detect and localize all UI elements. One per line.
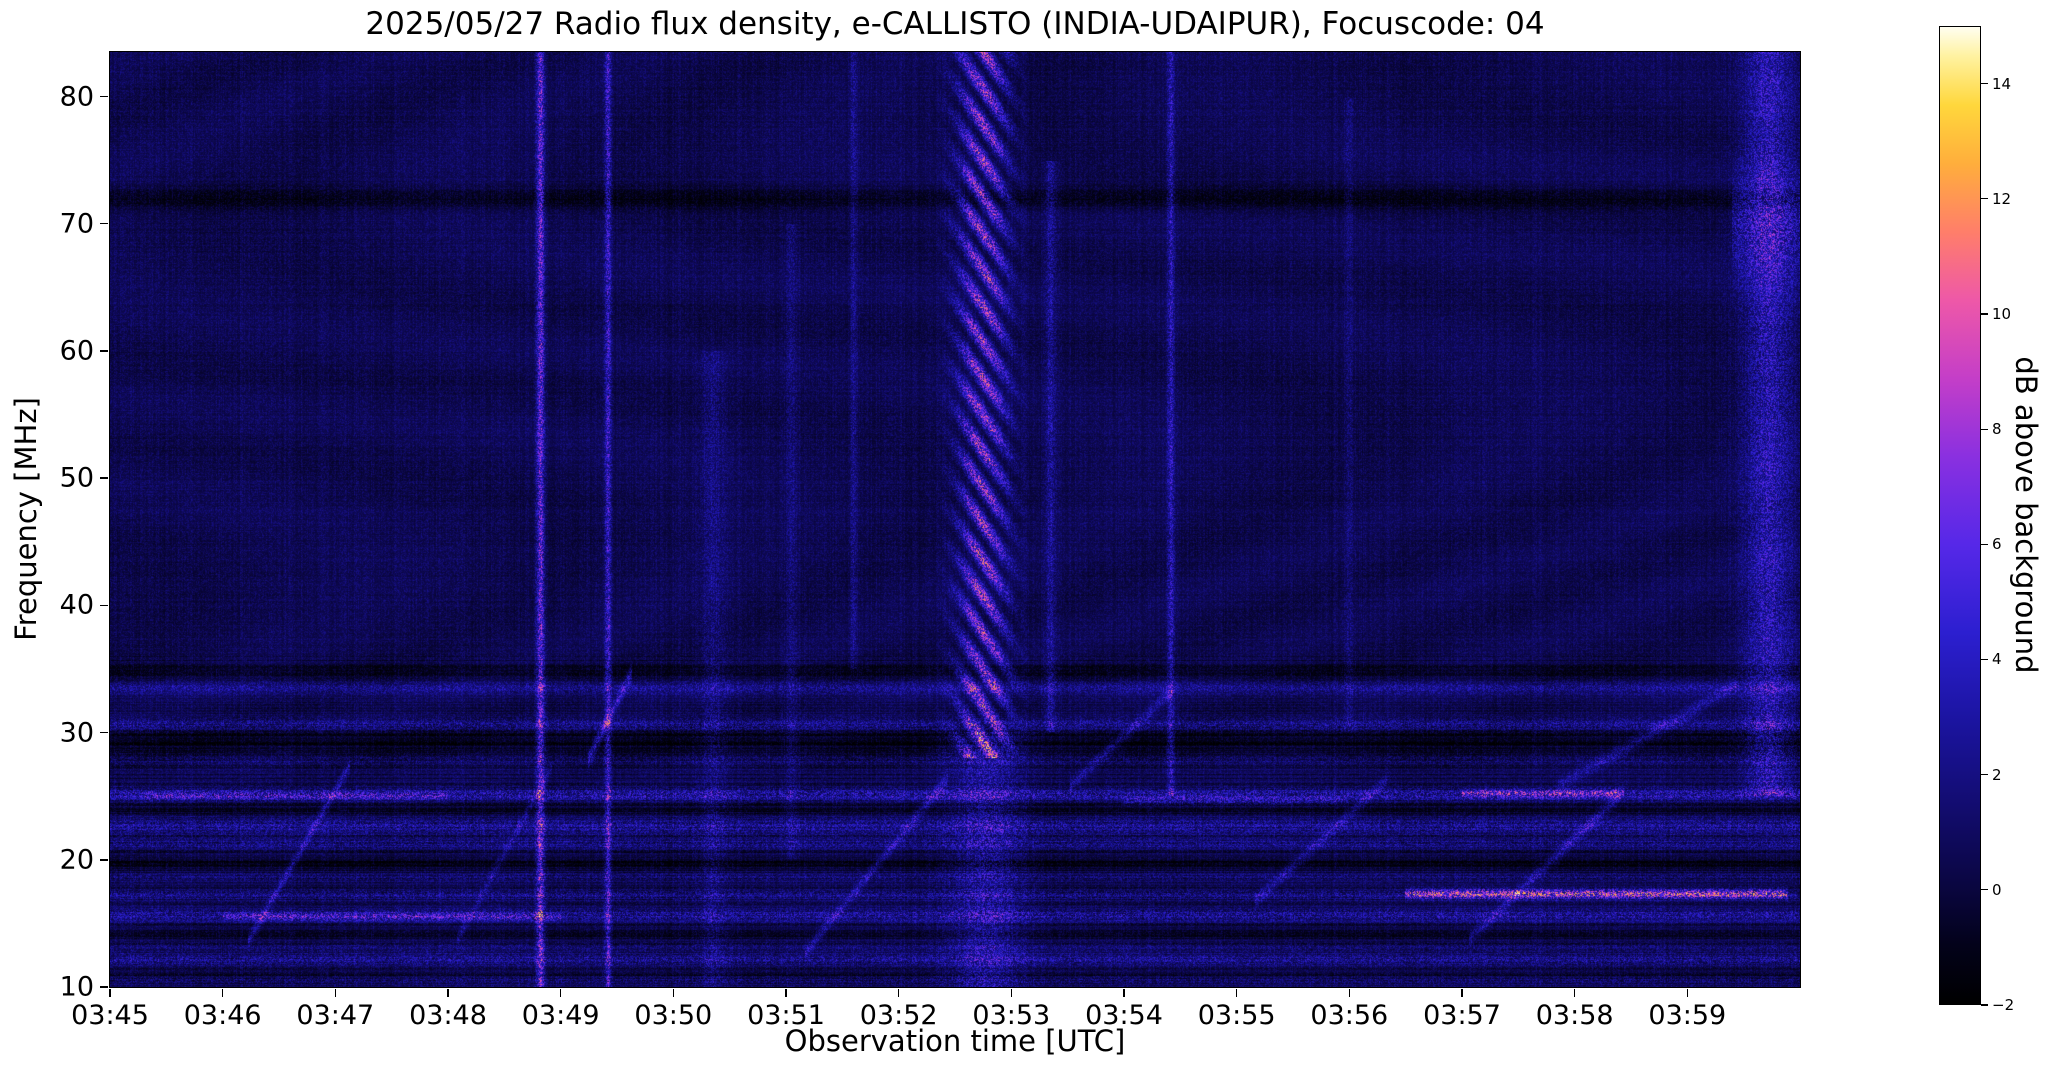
colorbar-tick-mark [1981, 313, 1988, 315]
x-tick-label: 03:45 [71, 1000, 149, 1031]
x-tick-label: 03:58 [1535, 1000, 1614, 1031]
colorbar [1939, 26, 1981, 1005]
colorbar-tick-mark [1981, 82, 1988, 85]
x-tick-mark [447, 989, 449, 997]
y-tick-label: 50 [59, 462, 94, 494]
x-tick-label: 03:50 [634, 1000, 713, 1031]
colorbar-tick-label: 14 [1992, 74, 2012, 93]
x-tick-mark [672, 989, 675, 997]
x-tick-mark [897, 989, 900, 997]
y-tick-mark [100, 350, 108, 352]
x-tick-label: 03:59 [1648, 1000, 1727, 1031]
colorbar-tick-mark [1981, 543, 1988, 545]
chart-title: 2025/05/27 Radio flux density, e-CALLIST… [365, 6, 1545, 42]
colorbar-tick-label: 0 [1992, 880, 2002, 899]
x-tick-mark [221, 989, 224, 997]
x-tick-label: 03:49 [521, 1000, 600, 1031]
x-tick-mark [559, 989, 562, 997]
x-tick-label: 03:48 [409, 1000, 487, 1031]
x-tick-mark [334, 989, 337, 997]
y-tick-label: 60 [59, 335, 94, 367]
colorbar-tick-label: 4 [1992, 650, 2002, 669]
x-tick-mark [1010, 989, 1013, 997]
colorbar-tick-mark [1981, 774, 1988, 776]
colorbar-tick-mark [1981, 1004, 1988, 1006]
x-tick-mark [1123, 989, 1125, 997]
x-tick-mark [1461, 989, 1463, 997]
x-tick-mark [1686, 989, 1689, 997]
y-tick-mark [100, 859, 108, 861]
x-tick-label: 03:53 [972, 1000, 1051, 1031]
y-tick-mark [100, 604, 108, 607]
x-axis-label: Observation time [UTC] [784, 1024, 1126, 1058]
y-tick-label: 80 [59, 81, 94, 113]
y-tick-label: 30 [59, 717, 94, 749]
x-tick-label: 03:51 [747, 1000, 825, 1031]
y-tick-mark [100, 731, 108, 734]
y-tick-label: 40 [59, 589, 94, 621]
x-tick-label: 03:46 [183, 1000, 262, 1031]
x-tick-label: 03:55 [1197, 1000, 1276, 1031]
colorbar-tick-label: 12 [1992, 189, 2012, 208]
colorbar-tick-mark [1981, 658, 1988, 661]
colorbar-tick-mark [1981, 428, 1988, 430]
x-tick-mark [1573, 989, 1576, 997]
y-tick-label: 20 [59, 844, 94, 876]
colorbar-tick-mark [1981, 889, 1988, 891]
spectrogram-canvas [110, 52, 1800, 987]
x-tick-label: 03:52 [859, 1000, 938, 1031]
y-tick-mark [100, 95, 108, 98]
colorbar-tick-label: 6 [1992, 535, 2002, 554]
y-tick-mark [100, 222, 108, 225]
colorbar-tick-label: −2 [1992, 996, 2015, 1014]
x-tick-label: 03:54 [1085, 1000, 1163, 1031]
colorbar-tick-label: 8 [1992, 420, 2002, 439]
x-tick-mark [1235, 989, 1238, 997]
x-tick-mark [1348, 989, 1351, 997]
colorbar-tick-label: 2 [1992, 765, 2002, 784]
colorbar-tick-label: 10 [1992, 304, 2012, 323]
colorbar-label: dB above background [2009, 356, 2043, 674]
y-tick-label: 70 [59, 208, 94, 240]
x-tick-label: 03:57 [1423, 1000, 1501, 1031]
x-tick-mark [109, 989, 111, 997]
x-tick-label: 03:47 [296, 1000, 375, 1031]
x-tick-mark [785, 989, 787, 997]
y-tick-mark [100, 986, 108, 988]
colorbar-tick-mark [1981, 198, 1988, 200]
x-tick-label: 03:56 [1310, 1000, 1389, 1031]
plot-area [109, 51, 1801, 988]
y-tick-label: 10 [59, 971, 94, 1003]
y-tick-mark [100, 477, 108, 479]
